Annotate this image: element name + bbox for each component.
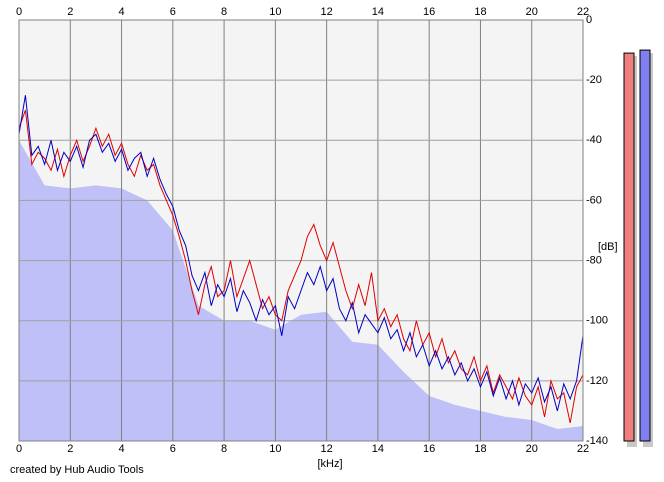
x-tick-label: 10 (269, 443, 281, 455)
x-tick-label: 14 (372, 6, 384, 18)
x-tick-label: 4 (118, 6, 124, 18)
x-tick-label: 16 (423, 6, 435, 18)
x-tick-label: 20 (526, 6, 538, 18)
x-tick-label: 2 (67, 6, 73, 18)
x-tick-label: 0 (16, 443, 22, 455)
x-tick-label: 8 (221, 443, 227, 455)
y-tick-label: -60 (586, 194, 602, 206)
x-tick-label: 20 (526, 443, 538, 455)
level-meter (623, 52, 635, 442)
x-tick-label: 12 (321, 6, 333, 18)
x-tick-label: 0 (16, 6, 22, 18)
x-axis-label: [kHz] (317, 458, 342, 470)
x-tick-label: 10 (269, 6, 281, 18)
y-tick-label: -120 (586, 375, 608, 387)
x-tick-label: 4 (118, 443, 124, 455)
spectrum-line (18, 110, 584, 424)
x-tick-label: 16 (423, 443, 435, 455)
y-tick-label: 0 (586, 14, 592, 26)
y-tick-label: -40 (586, 134, 602, 146)
y-tick-label: -20 (586, 74, 602, 86)
fill-area (19, 140, 583, 442)
y-axis-label: [dB] (598, 241, 618, 253)
credit: created by Hub Audio Tools (10, 464, 144, 476)
x-tick-label: 18 (474, 6, 486, 18)
y-tick-label: -80 (586, 254, 602, 266)
y-tick-label: -140 (586, 435, 608, 447)
y-tick-label: -100 (586, 315, 608, 327)
x-tick-label: 2 (67, 443, 73, 455)
x-tick-label: 22 (577, 6, 589, 18)
plot-frame (18, 19, 584, 442)
x-tick-label: 6 (170, 443, 176, 455)
x-tick-label: 12 (321, 443, 333, 455)
x-tick-label: 18 (474, 443, 486, 455)
x-tick-label: 14 (372, 443, 384, 455)
level-meter (639, 49, 651, 442)
x-tick-label: 6 (170, 6, 176, 18)
x-tick-label: 22 (577, 443, 589, 455)
spectrum-line (18, 95, 584, 412)
x-tick-label: 8 (221, 6, 227, 18)
